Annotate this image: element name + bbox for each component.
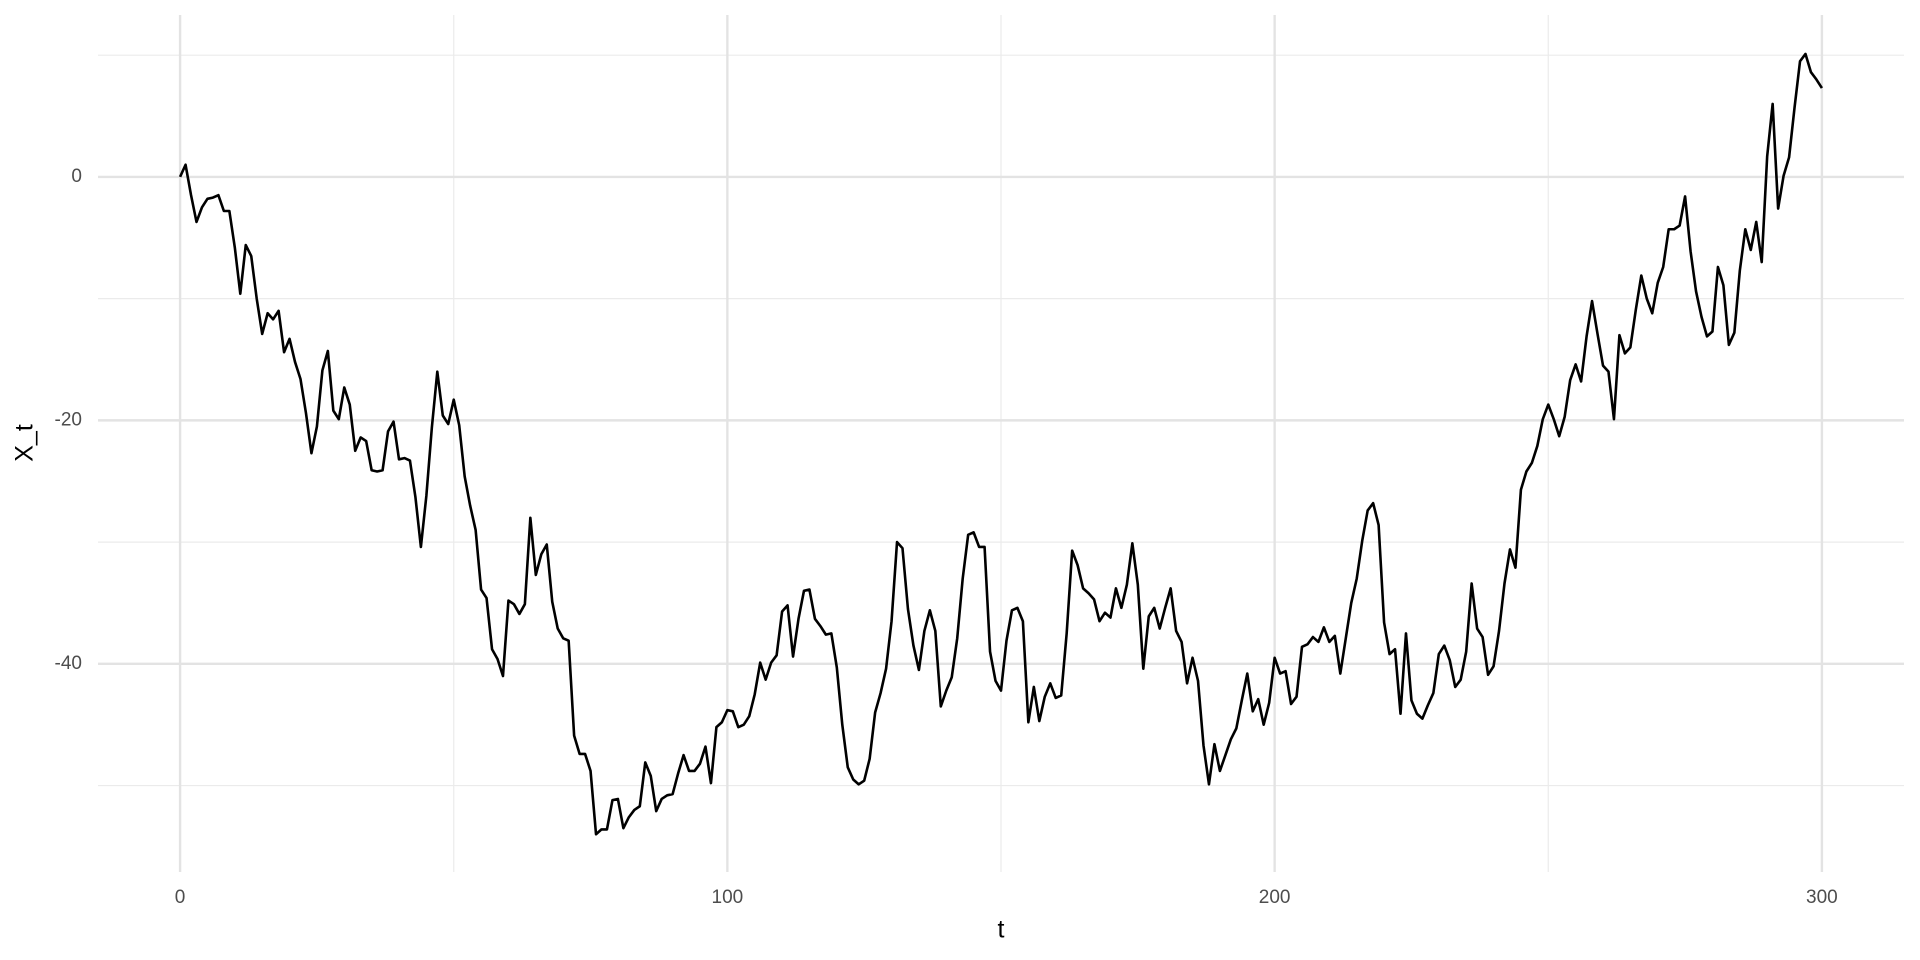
y-tick-label: -20 (55, 409, 82, 430)
x-axis-title: t (998, 916, 1005, 944)
x-tick-label: 100 (712, 887, 744, 908)
y-axis-title: X_t (11, 424, 39, 462)
x-tick-label: 300 (1806, 887, 1838, 908)
y-tick-label: -40 (55, 653, 82, 674)
x-tick-label: 200 (1259, 887, 1291, 908)
x-tick-label: 0 (175, 887, 186, 908)
data-line (178, 52, 1824, 836)
y-tick-label: 0 (71, 166, 82, 187)
